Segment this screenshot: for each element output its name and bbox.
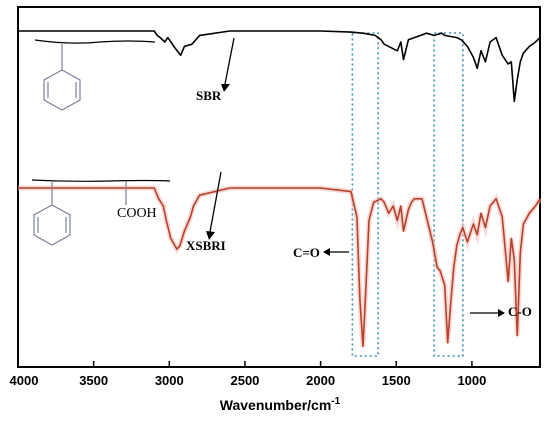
series-layer [18,30,543,348]
series-xsbri-line [18,187,541,348]
xsbri-structure-diagram [31,179,171,246]
xsbri-label: XSBRI [186,238,226,253]
x-axis-ticks: 4000 3500 3000 2500 2000 1500 1000 [10,361,486,388]
xsbri-arrow [209,171,222,233]
c-double-o-arrowhead [323,248,330,256]
x-tick-label: 1500 [382,373,411,388]
sbr-arrow [224,37,235,85]
cooh-label: COOH [117,206,157,221]
xsbri-arrowhead [206,231,215,240]
sbr-structure-diagram [34,39,156,111]
c-double-o-label: C=O [293,245,320,260]
x-tick-label: 2500 [230,373,259,388]
highlight-region-2 [433,32,464,357]
x-tick-label: 4000 [10,373,39,388]
x-tick-label: 3000 [155,373,184,388]
series-xsbri-glow [18,185,543,347]
x-tick-label: 1000 [457,373,486,388]
c-single-o-arrowhead [498,309,505,317]
sbr-arrowhead [221,84,230,92]
x-axis-title: Wavenumber/cm-1 [220,396,341,413]
x-tick-label: 2000 [306,373,335,388]
c-single-o-label: C-O [508,304,532,319]
series-sbr-line [18,30,541,103]
sbr-label: SBR [196,88,222,103]
x-tick-label: 3500 [79,373,108,388]
